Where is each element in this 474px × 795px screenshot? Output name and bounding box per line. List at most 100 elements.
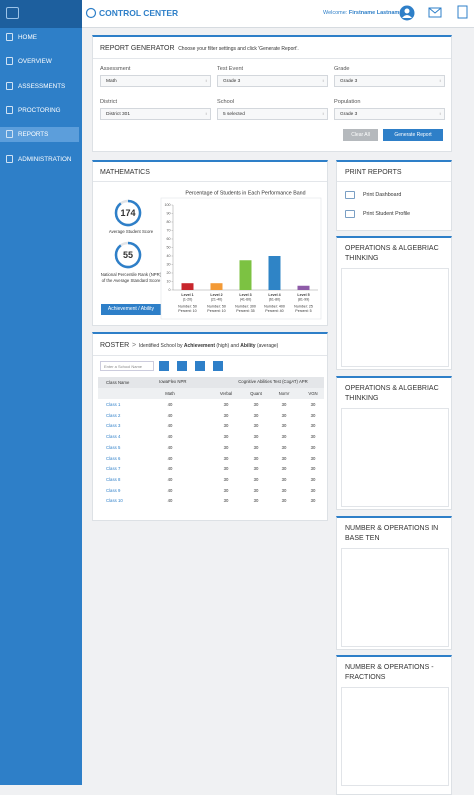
clear-all-button[interactable]: Clear All [343,129,378,141]
table-cell: 40 [167,455,173,461]
class-link[interactable]: Class 10 [106,498,123,504]
class-link[interactable]: Class 1 [106,402,121,407]
filter-select[interactable]: Grade 3 ↕ [334,75,445,87]
filter-select[interactable]: Grade 3 ↕ [334,107,445,120]
welcome-label: Welcome: [323,10,348,16]
table-cell: 30 [223,476,229,482]
doc-icon[interactable] [457,5,468,19]
column-subheader: Quant [250,391,262,396]
table-cell: 30 [253,466,259,472]
nav-label: ASSESSMENTS [18,82,66,90]
logo[interactable] [6,7,19,19]
divider [337,181,451,182]
nav-item[interactable]: REPORTS [0,127,79,143]
chart-box [341,687,449,786]
nav-label: OVERVIEW [18,58,52,66]
table-cell: 40 [167,423,173,429]
filter-select[interactable]: 5 selected ↕ [217,107,328,120]
class-link[interactable]: Class 3 [106,423,121,429]
table-cell: 30 [310,444,316,450]
print-icon [345,191,355,199]
table-cell: 30 [253,487,259,493]
class-link[interactable]: Class 8 [106,476,121,482]
print-dashboard[interactable]: Print Dashboard [363,192,402,198]
table-cell: 40 [167,412,173,418]
mail-icon[interactable] [428,7,442,18]
class-link[interactable]: Class 7 [106,466,121,472]
breadcrumb-separator: > [131,342,137,349]
roster-description: Identified School by Achievement (high) … [139,343,279,349]
table-cell: 30 [281,423,287,429]
search-input[interactable]: Enter a School Name [100,361,154,371]
table-cell: 30 [223,434,229,440]
refresh-button[interactable] [213,361,223,371]
nav-icon [6,33,13,41]
panel-title: OPERATIONS & ALGEBRIAC THINKING [345,245,439,262]
table-cell: 30 [223,487,229,493]
description-text: Identified School by [138,343,184,349]
filter-button[interactable] [195,361,205,371]
instructions: Choose your filter settings and click 'G… [178,46,299,52]
nav-label: HOME [18,34,37,41]
filter-value: Grade 3 [223,79,241,84]
welcome: Welcome: Firstname Lastname [323,10,402,16]
table-cell: 30 [223,402,229,407]
table-cell: 30 [223,423,229,429]
filter-select[interactable]: Math ↕ [100,75,211,87]
nav-item[interactable]: OVERVIEW [0,54,79,69]
mail-flap [428,7,442,14]
table-cell: 40 [167,498,173,504]
table-cell: 30 [253,402,259,407]
class-link[interactable]: Class 5 [106,444,121,450]
print-icon [345,210,355,218]
nav-item[interactable]: ASSESSMENTS [0,79,79,94]
roster-panel: ROSTER > Identified School by Achievemen… [92,332,328,521]
nav-item[interactable]: ADMINISTRATION [0,152,79,167]
search-button[interactable] [159,361,169,371]
nav-item[interactable]: PROCTORING [0,103,79,118]
filter-label: District [100,98,118,105]
filter-select[interactable]: District 301 ↕ [100,107,211,120]
nav-icon [6,81,13,90]
avatar-body [402,15,412,18]
divider [93,355,327,356]
dropdown-arrow: ↕ [205,78,207,83]
mathematics-panel: MATHEMATICS Average Student Score Nation… [92,160,328,326]
table-cell: 30 [253,423,259,429]
table-cell: 30 [310,412,316,418]
nav-label: REPORTS [18,131,49,139]
panel-title: MATHEMATICS [100,169,150,176]
class-link[interactable]: Class 9 [106,487,121,493]
user-name[interactable]: Firstname Lastname [348,10,403,16]
divider [93,58,451,59]
roster-header: ROSTER > Identified School by Achievemen… [100,342,278,349]
panel-title: NUMBER & OPERATIONS - FRACTIONS [345,664,434,681]
panel-title: OPERATIONS & ALGEBRIAC THINKING [345,385,439,402]
nav-icon [6,154,13,163]
table-cell: 30 [281,455,287,461]
class-link[interactable]: Class 4 [106,434,121,440]
class-link[interactable]: Class 6 [106,455,121,461]
table-cell: 30 [281,487,287,493]
table-cell: 30 [253,498,259,504]
nav-label: PROCTORING [18,106,61,114]
filter-select[interactable]: Grade 3 ↕ [217,75,328,87]
generate-report-button[interactable]: Generate Report [383,129,443,141]
achievement-ability-button[interactable]: Achievement / Ability [101,304,161,315]
print-student-profile[interactable]: Print Student Profile [363,211,411,217]
app-title: CONTROL CENTER [99,8,179,18]
filter-value: 5 selected [223,111,245,117]
table-cell: 40 [167,444,173,450]
nav-item[interactable]: HOME [0,30,79,45]
class-link[interactable]: Class 2 [106,412,121,418]
sidebar: HOME OVERVIEW ASSESSMENTS PROCTORING REPORTS… [0,0,82,785]
header: CONTROL CENTER Welcome: Firstname Lastna… [82,0,474,28]
table-cell: 30 [310,455,316,461]
table-cell: 30 [281,498,287,504]
chart-panel: NUMBER & OPERATIONS - FRACTIONS [336,655,452,795]
table-cell: 30 [310,402,316,407]
table-cell: 40 [167,476,173,482]
chart-box [341,408,449,507]
table-cell: 40 [167,487,173,493]
export-button[interactable] [177,361,187,371]
